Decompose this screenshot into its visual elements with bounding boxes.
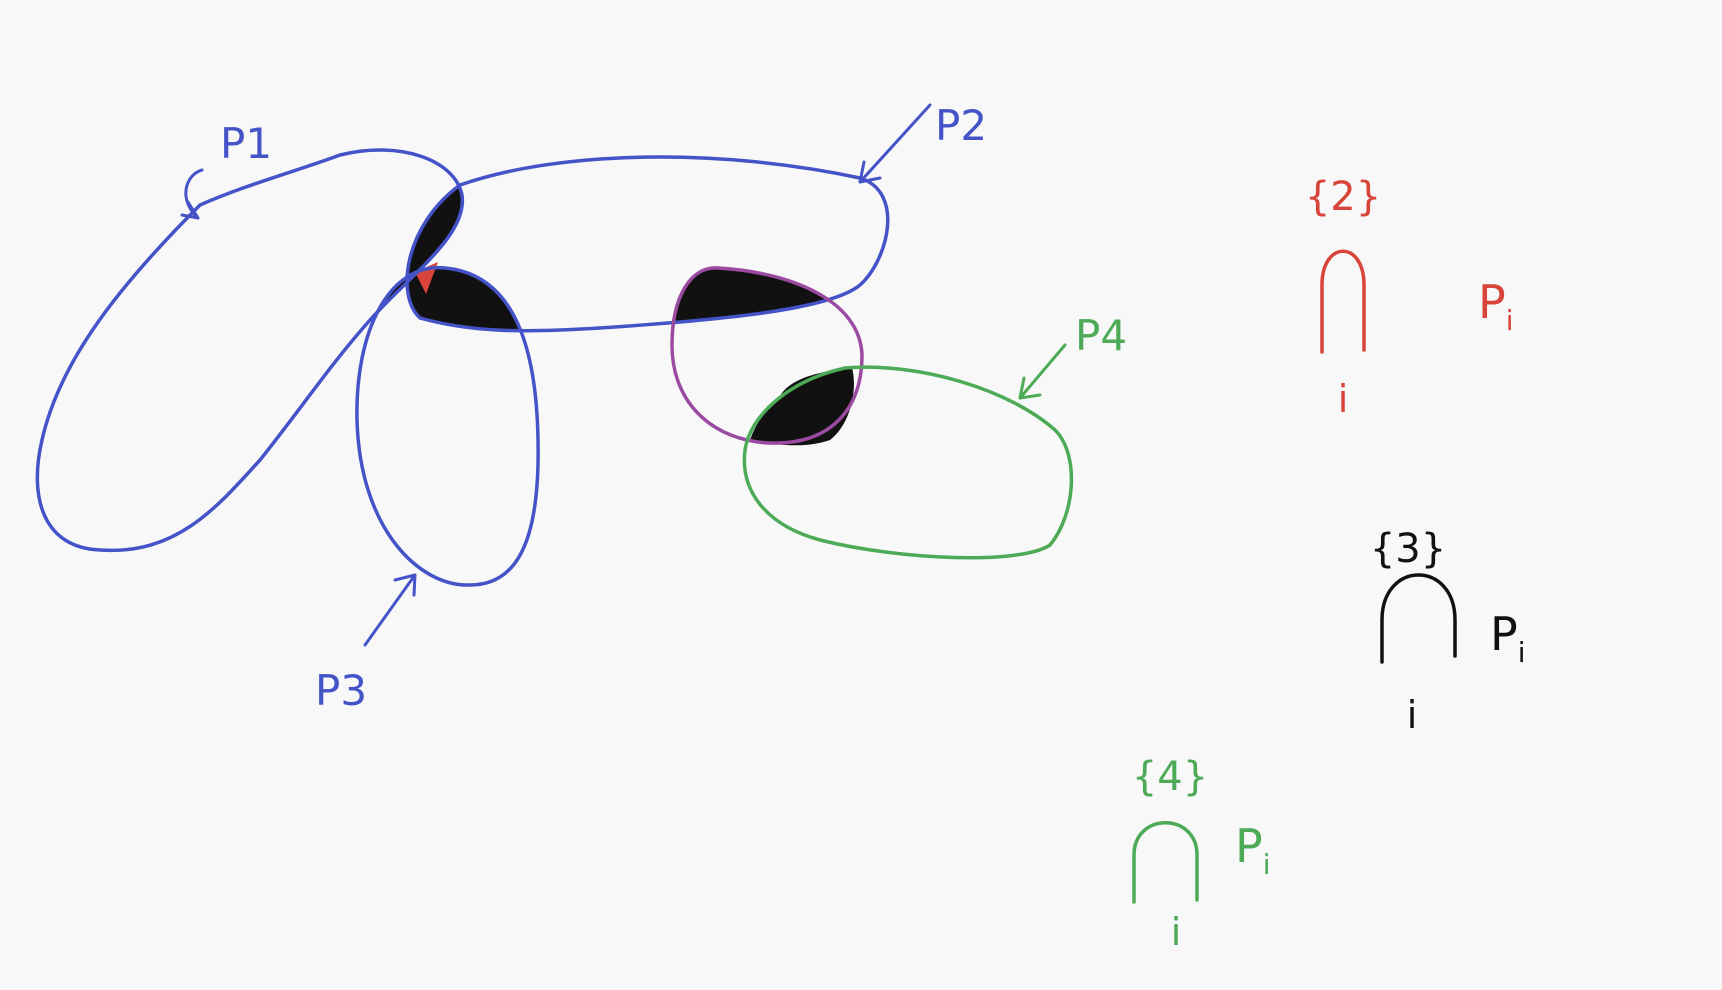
formula-red-operand: Pi (1478, 275, 1514, 337)
arrow-p4 (1018, 343, 1067, 400)
label-p3-text: P3 (315, 666, 367, 715)
label-p2: P2 (858, 101, 987, 184)
formula-green-operand: Pi (1235, 819, 1271, 881)
label-p1-text: P1 (220, 119, 272, 168)
set-purple-outline (670, 266, 864, 445)
intersection-p1-p3 (356, 267, 463, 551)
arrow-p2 (858, 103, 932, 184)
intersection-purple-p4 (750, 368, 854, 446)
set-p3-outline (355, 266, 540, 587)
formula-green: {4} Pi i (1132, 754, 1271, 954)
arrow-p1 (180, 168, 204, 220)
formula-red-bound: i (1338, 377, 1349, 421)
set-p4-outline (742, 365, 1074, 560)
formula-black-operand-letter: P (1490, 607, 1518, 661)
arrow-p3 (363, 573, 417, 647)
set-p1-outline (35, 148, 465, 553)
formula-red-operand-sub: i (1506, 304, 1514, 337)
label-p1: P1 (180, 119, 272, 220)
formula-red-operand-letter: P (1478, 275, 1506, 329)
formula-green-index-set: {4} (1132, 754, 1208, 800)
intersection-p2-p3 (407, 267, 539, 331)
label-p4-text: P4 (1075, 311, 1127, 360)
formula-green-cap-symbol (1132, 821, 1199, 904)
formula-black-bound: i (1407, 693, 1418, 737)
label-p3: P3 (315, 573, 417, 715)
set-p2-outline (405, 155, 890, 333)
formula-red-cap-symbol (1320, 249, 1366, 354)
formula-green-bound: i (1171, 910, 1182, 954)
formula-red: {2} Pi i (1305, 174, 1514, 421)
formula-green-operand-letter: P (1235, 819, 1263, 873)
formula-black-cap-symbol (1380, 573, 1457, 664)
formula-black-operand: Pi (1490, 607, 1526, 669)
intersection-p1-p2 (407, 157, 463, 331)
formula-black-operand-sub: i (1518, 636, 1526, 669)
formula-black: {3} Pi i (1370, 526, 1526, 737)
label-p2-text: P2 (935, 101, 987, 150)
formula-green-operand-sub: i (1263, 848, 1271, 881)
formula-red-index-set: {2} (1305, 174, 1381, 220)
label-p4: P4 (1018, 311, 1127, 400)
formula-black-index-set: {3} (1370, 526, 1446, 572)
